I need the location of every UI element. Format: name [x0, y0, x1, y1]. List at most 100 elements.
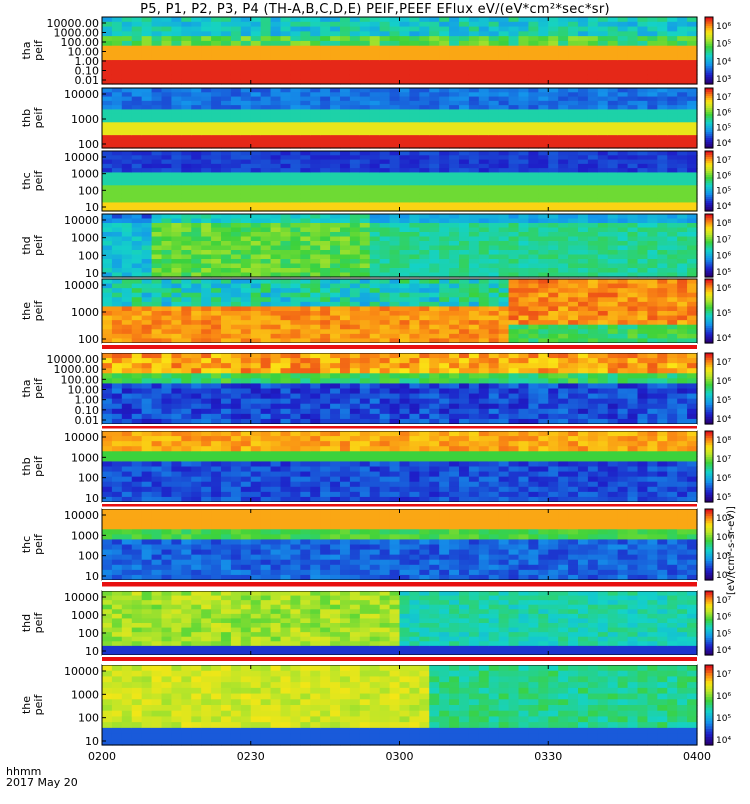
heatmap-cell — [628, 255, 639, 260]
heatmap-cell — [558, 311, 569, 316]
heatmap-cell — [191, 214, 202, 219]
heatmap-cell — [618, 22, 629, 27]
heatmap-cell — [509, 223, 520, 228]
heatmap-cell — [489, 228, 500, 233]
heatmap-cell — [499, 194, 510, 199]
heatmap-cell — [568, 288, 579, 293]
heatmap-cell — [231, 368, 242, 374]
heatmap-cell — [360, 325, 371, 330]
heatmap-cell — [112, 246, 123, 251]
heatmap-cell — [558, 17, 569, 22]
heatmap-cell — [489, 325, 500, 330]
heatmap-cell — [419, 118, 430, 123]
heatmap-cell — [360, 288, 371, 293]
heatmap-cell — [568, 264, 579, 269]
heatmap-cell — [201, 92, 212, 97]
heatmap-cell — [400, 41, 411, 46]
heatmap-cell — [608, 51, 619, 56]
heatmap-cell — [281, 237, 292, 242]
heatmap-cell — [439, 27, 450, 32]
heatmap-cell — [618, 101, 629, 106]
heatmap-cell — [538, 172, 549, 177]
heatmap-cell — [499, 17, 510, 22]
heatmap-cell — [271, 297, 282, 302]
heatmap-cell — [479, 88, 490, 93]
heatmap-cell — [449, 394, 460, 400]
heatmap-cell — [499, 219, 510, 224]
heatmap-cell — [479, 237, 490, 242]
heatmap-cell — [449, 109, 460, 114]
heatmap-cell — [320, 202, 331, 207]
heatmap-cell — [588, 268, 599, 273]
heatmap-cell — [251, 302, 262, 307]
heatmap-cell — [638, 297, 649, 302]
heatmap-cell — [459, 198, 470, 203]
heatmap-cell — [380, 155, 391, 160]
heatmap-cell — [647, 223, 658, 228]
heatmap-cell — [330, 383, 341, 389]
heatmap-cell — [449, 185, 460, 190]
heatmap-cell — [419, 97, 430, 102]
heatmap-cell — [251, 279, 262, 284]
heatmap-cell — [459, 219, 470, 224]
heatmap-cell — [122, 172, 133, 177]
heatmap-cell — [568, 198, 579, 203]
heatmap-cell — [687, 41, 698, 46]
heatmap-cell — [211, 389, 222, 395]
heatmap-cell — [320, 109, 331, 114]
colorbar-tick-label: 10⁴ — [716, 57, 731, 67]
heatmap-cell — [469, 181, 480, 186]
heatmap-cell — [310, 74, 321, 79]
heatmap-cell — [320, 288, 331, 293]
heatmap-cell — [310, 22, 321, 27]
heatmap-cell — [271, 41, 282, 46]
heatmap-cell — [459, 288, 470, 293]
heatmap-cell — [528, 109, 539, 114]
heatmap-cell — [132, 65, 143, 70]
heatmap-cell — [181, 181, 192, 186]
heatmap-cell — [419, 92, 430, 97]
heatmap-cell — [132, 41, 143, 46]
heatmap-cell — [380, 97, 391, 102]
heatmap-cell — [261, 368, 272, 374]
heatmap-cell — [251, 268, 262, 273]
heatmap-cell — [300, 88, 311, 93]
heatmap-cell — [509, 114, 520, 119]
heatmap-cell — [528, 122, 539, 127]
heatmap-cell — [330, 122, 341, 127]
heatmap-cell — [459, 60, 470, 65]
heatmap-cell — [162, 378, 173, 384]
heatmap-cell — [419, 177, 430, 182]
heatmap-cell — [657, 135, 668, 140]
heatmap-cell — [469, 118, 480, 123]
heatmap-cell — [211, 241, 222, 246]
heatmap-cell — [677, 302, 688, 307]
heatmap-cell — [122, 198, 133, 203]
heatmap-cell — [390, 164, 401, 169]
heatmap-cell — [479, 214, 490, 219]
heatmap-cell — [241, 168, 252, 173]
heatmap-cell — [122, 105, 133, 110]
heatmap-cell — [499, 232, 510, 237]
heatmap-cell — [548, 65, 559, 70]
heatmap-cell — [191, 219, 202, 224]
heatmap-cell — [320, 373, 331, 379]
heatmap-cell — [409, 383, 420, 389]
heatmap-cell — [171, 114, 182, 119]
heatmap-cell — [181, 228, 192, 233]
heatmap-cell — [647, 190, 658, 195]
heatmap-cell — [618, 279, 629, 284]
heatmap-cell — [390, 302, 401, 307]
heatmap-cell — [419, 27, 430, 32]
heatmap-cell — [439, 297, 450, 302]
heatmap-cell — [469, 172, 480, 177]
heatmap-cell — [340, 383, 351, 389]
heatmap-cell — [122, 255, 133, 260]
heatmap-cell — [588, 17, 599, 22]
heatmap-cell — [558, 284, 569, 289]
heatmap-cell — [152, 223, 163, 228]
heatmap-cell — [638, 105, 649, 110]
heatmap-cell — [231, 118, 242, 123]
heatmap-cell — [618, 202, 629, 207]
heatmap-cell — [360, 172, 371, 177]
